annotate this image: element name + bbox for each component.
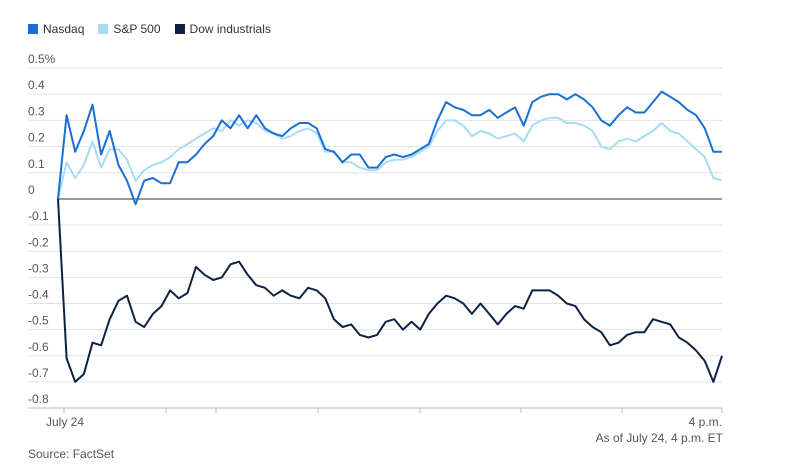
series-line-dow-industrials xyxy=(57,198,723,383)
y-tick-label: -0.8 xyxy=(28,392,49,406)
legend-swatch xyxy=(174,24,185,34)
y-tick-label: -0.4 xyxy=(28,288,49,302)
y-tick-label: 0.3 xyxy=(28,104,45,118)
legend-swatch xyxy=(98,24,109,34)
source-credit: Source: FactSet xyxy=(28,447,115,461)
y-tick-label: -0.7 xyxy=(28,366,49,380)
y-tick-label: -0.5 xyxy=(28,314,49,328)
legend-item: S&P 500 xyxy=(98,22,161,36)
y-tick-label: -0.6 xyxy=(28,340,49,354)
series-line-nasdaq xyxy=(57,90,722,206)
y-tick-label: 0.5% xyxy=(28,52,56,66)
series-lines xyxy=(57,90,723,383)
legend-swatch xyxy=(28,24,38,34)
legend-label: S&P 500 xyxy=(113,22,161,36)
y-tick-label: 0.1 xyxy=(28,157,45,171)
y-tick-label: -0.2 xyxy=(28,235,49,249)
timestamp-note: As of July 24, 4 p.m. ET xyxy=(595,431,723,445)
series-line-s-p-500 xyxy=(57,116,723,200)
legend-label: Nasdaq xyxy=(43,22,85,36)
y-tick-label: -0.3 xyxy=(28,261,49,275)
x-axis: July 24 4 p.m. xyxy=(28,407,723,429)
gridlines xyxy=(28,67,722,409)
x-tick-label-end: 4 p.m. xyxy=(689,415,722,429)
y-tick-label: 0 xyxy=(28,183,35,197)
legend-label: Dow industrials xyxy=(189,22,271,36)
legend-item: Dow industrials xyxy=(174,22,271,36)
x-tick-label-start: July 24 xyxy=(46,415,84,429)
chart-legend: Nasdaq S&P 500 Dow industrials xyxy=(28,22,271,36)
y-tick-label: -0.1 xyxy=(28,209,49,223)
y-tick-label: 0.2 xyxy=(28,131,45,145)
y-axis-tick-labels: 0.5% 0.4 0.3 0.2 0.1 0 -0.1 -0.2 -0.3 -0.4 -0.5 -0.… xyxy=(28,52,56,406)
y-tick-label: 0.4 xyxy=(28,78,45,92)
legend-item: Nasdaq xyxy=(28,22,84,36)
